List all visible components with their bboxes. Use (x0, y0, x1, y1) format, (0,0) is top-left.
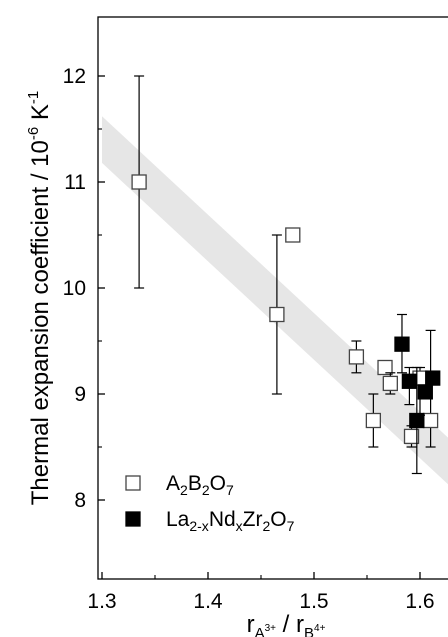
x-tick-label: 1.3 (87, 590, 116, 613)
filled-square-point (409, 412, 425, 429)
filled-square-point (401, 373, 418, 389)
plot-frame (97, 16, 448, 580)
y-tick-label: 9 (74, 383, 86, 406)
y-tick-label: 10 (63, 277, 86, 300)
y-axis-title: Thermal expansion coefficient / 10-6 K-1 (25, 91, 54, 505)
legend-label-a2b2o7: A2B2O7 (166, 472, 234, 498)
open-square-point (403, 428, 420, 445)
x-tick-label: 1.4 (193, 590, 223, 613)
y-tick-label: 12 (63, 65, 86, 88)
open-square-point (285, 227, 301, 243)
legend-open-square (125, 475, 141, 491)
series-2 (394, 313, 441, 475)
open-square-point (348, 349, 365, 365)
open-square-point (131, 174, 147, 190)
legend: A2B2O7 La2-xNdxZr2O7 (125, 472, 295, 534)
filled-square-point (425, 370, 441, 386)
trend-band (102, 116, 448, 485)
x-tick-label: 1.6 (405, 590, 434, 613)
open-square-point (365, 412, 382, 429)
x-axis-title: rA3+ / rB4+ (247, 611, 326, 637)
open-square-point (382, 375, 398, 392)
legend-label-la-nd-zr-o: La2-xNdxZr2O7 (166, 508, 295, 534)
open-square-point (377, 359, 393, 376)
filled-square-point (417, 384, 433, 400)
y-tick-label: 11 (64, 171, 86, 194)
x-tick-label: 1.5 (299, 590, 328, 613)
open-square-point (269, 306, 285, 323)
open-square-point (422, 412, 439, 429)
y-tick-label: 8 (74, 489, 86, 512)
filled-square-point (394, 336, 410, 352)
legend-filled-square (125, 511, 141, 527)
